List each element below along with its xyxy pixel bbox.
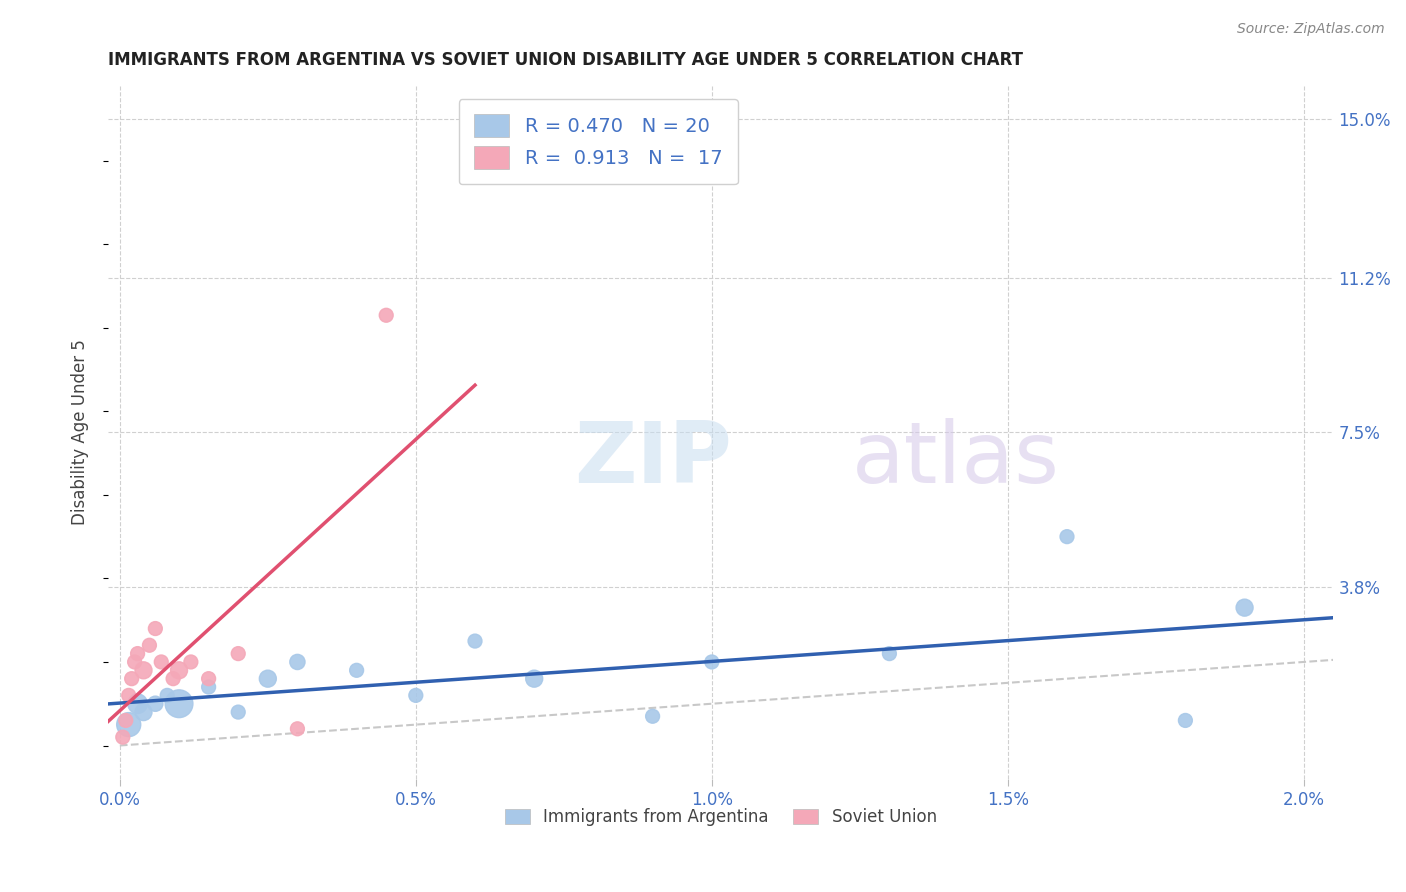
Point <box>132 705 155 719</box>
Point <box>523 672 546 686</box>
Point <box>879 647 901 661</box>
Text: IMMIGRANTS FROM ARGENTINA VS SOVIET UNION DISABILITY AGE UNDER 5 CORRELATION CHA: IMMIGRANTS FROM ARGENTINA VS SOVIET UNIO… <box>108 51 1024 69</box>
Text: atlas: atlas <box>852 418 1060 501</box>
Point <box>197 672 219 686</box>
Point <box>118 689 141 703</box>
Text: ZIP: ZIP <box>574 418 731 501</box>
Point <box>127 647 149 661</box>
Point <box>405 689 427 703</box>
Point <box>150 655 173 669</box>
Point <box>111 730 134 744</box>
Point <box>143 622 166 636</box>
Legend: Immigrants from Argentina, Soviet Union: Immigrants from Argentina, Soviet Union <box>498 802 943 833</box>
Point <box>162 672 184 686</box>
Point <box>226 647 249 661</box>
Point <box>124 655 146 669</box>
Point <box>287 722 309 736</box>
Point <box>197 680 219 694</box>
Point <box>464 634 486 648</box>
Y-axis label: Disability Age Under 5: Disability Age Under 5 <box>72 339 89 525</box>
Point <box>256 672 278 686</box>
Text: Source: ZipAtlas.com: Source: ZipAtlas.com <box>1237 22 1385 37</box>
Point <box>346 663 368 677</box>
Point <box>700 655 723 669</box>
Point <box>121 672 143 686</box>
Point <box>375 308 398 322</box>
Point <box>156 689 179 703</box>
Point <box>167 663 190 677</box>
Point <box>114 714 136 728</box>
Point <box>132 663 155 677</box>
Point <box>1174 714 1197 728</box>
Point <box>127 697 149 711</box>
Point <box>1056 530 1078 544</box>
Point <box>226 705 249 719</box>
Point <box>167 697 190 711</box>
Point <box>138 638 160 652</box>
Point <box>287 655 309 669</box>
Point <box>118 717 141 731</box>
Point <box>1233 600 1256 615</box>
Point <box>143 697 166 711</box>
Point <box>180 655 202 669</box>
Point <box>641 709 664 723</box>
